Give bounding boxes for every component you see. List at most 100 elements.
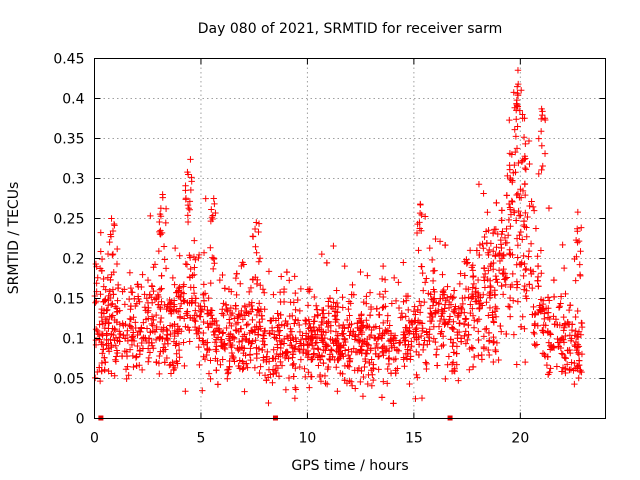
data-point (398, 310, 405, 317)
data-point (560, 313, 567, 321)
data-point (522, 140, 529, 148)
data-point (100, 275, 107, 283)
data-point (125, 295, 133, 303)
data-point (210, 328, 217, 336)
data-point (226, 363, 233, 370)
data-point (156, 333, 164, 341)
data-point (256, 255, 264, 262)
data-point (429, 313, 436, 321)
data-point (395, 304, 403, 312)
y-tick-label: 0.3 (62, 172, 84, 188)
data-point (182, 187, 189, 194)
data-point (325, 310, 332, 317)
data-point (485, 329, 493, 337)
data-point (319, 310, 326, 317)
data-point (433, 299, 440, 306)
data-point (323, 320, 330, 327)
data-point (111, 372, 118, 379)
data-point (130, 363, 137, 371)
data-point (388, 300, 396, 307)
data-point (515, 80, 522, 88)
data-point (519, 313, 526, 320)
data-point (447, 301, 455, 308)
data-point (358, 318, 365, 326)
data-point (184, 212, 192, 219)
data-point (265, 399, 272, 407)
data-point (103, 306, 111, 314)
data-point (174, 322, 181, 330)
data-point (539, 327, 546, 334)
data-point (186, 198, 194, 205)
data-point (154, 291, 162, 299)
data-point (287, 325, 294, 332)
data-point (186, 252, 193, 259)
data-point (171, 244, 179, 252)
data-point (192, 256, 199, 263)
data-point (288, 328, 296, 335)
data-point (100, 283, 107, 290)
data-point (337, 353, 344, 361)
data-point (169, 362, 177, 369)
data-point (330, 242, 337, 250)
data-point (507, 223, 514, 230)
data-point (98, 255, 106, 263)
data-point (376, 325, 383, 332)
data-point (354, 320, 361, 327)
data-point (369, 371, 376, 378)
data-point (512, 217, 520, 224)
data-point (264, 348, 271, 356)
x-axis-label: GPS time / hours (291, 458, 408, 474)
data-point (473, 298, 480, 305)
data-point (334, 388, 341, 395)
data-point (156, 370, 163, 378)
data-point (506, 303, 513, 311)
data-point (324, 342, 332, 349)
data-point (418, 263, 426, 270)
data-point (534, 277, 541, 284)
data-point (490, 248, 497, 255)
data-point (136, 347, 144, 355)
data-point (486, 246, 493, 254)
data-point (480, 333, 488, 340)
data-point (421, 298, 428, 306)
data-point (246, 337, 253, 345)
data-point (308, 356, 315, 363)
data-point (319, 338, 327, 346)
data-point (182, 195, 190, 202)
data-point (97, 248, 104, 255)
data-point (486, 292, 494, 299)
data-point (568, 321, 576, 328)
data-point (357, 325, 365, 333)
data-point (235, 328, 243, 336)
data-point (181, 362, 188, 370)
data-point (572, 236, 580, 244)
data-point (301, 365, 308, 372)
data-point (495, 267, 503, 274)
data-point (195, 251, 203, 259)
data-point (300, 340, 307, 348)
data-point (152, 336, 160, 344)
data-point (104, 250, 112, 258)
data-point (187, 284, 194, 291)
data-point (224, 370, 232, 377)
data-point (366, 333, 374, 341)
data-point (499, 270, 506, 277)
data-point (171, 321, 178, 328)
data-point (556, 303, 563, 310)
data-point (162, 219, 169, 227)
data-point (481, 326, 489, 333)
data-point (509, 178, 516, 186)
data-point (254, 331, 262, 339)
data-point (450, 287, 458, 294)
data-point (490, 358, 497, 366)
data-point (183, 261, 191, 268)
data-point (452, 303, 459, 310)
data-point (502, 239, 509, 247)
data-point (294, 296, 301, 304)
data-point (449, 294, 456, 302)
data-point (270, 291, 277, 298)
data-point (269, 379, 276, 386)
y-tick-label: 0.35 (53, 132, 84, 148)
data-point (187, 265, 194, 273)
data-point (574, 307, 581, 315)
